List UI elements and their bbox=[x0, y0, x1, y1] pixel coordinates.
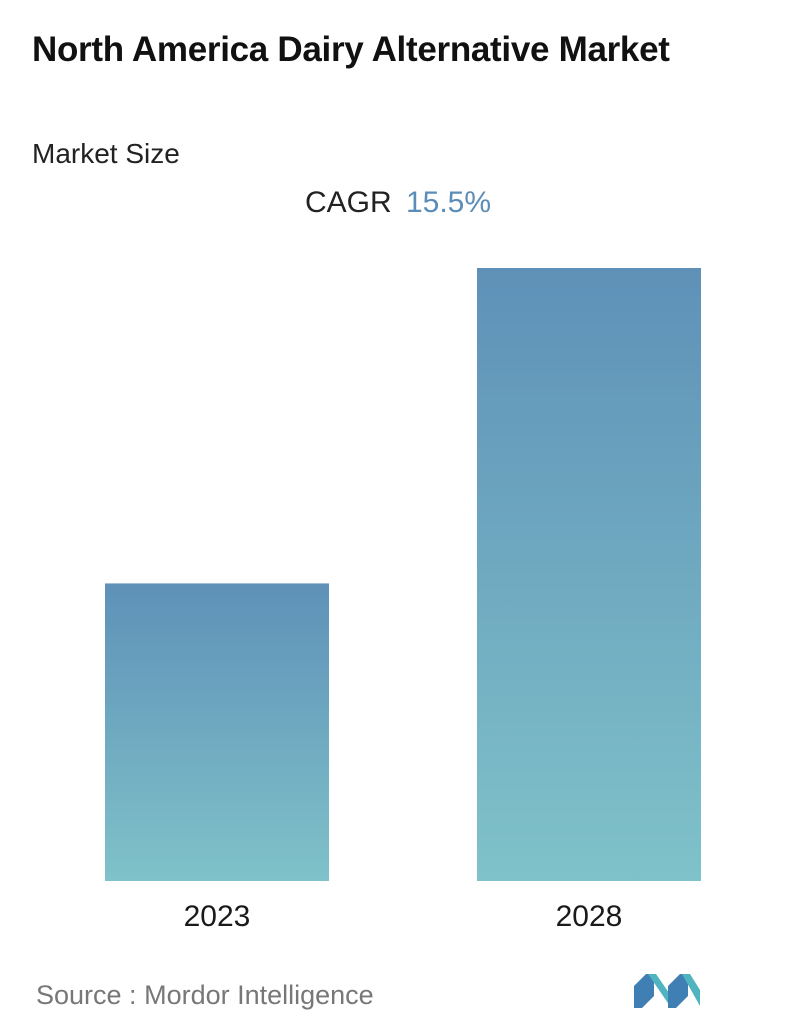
chart-subtitle: Market Size bbox=[32, 138, 180, 169]
x-tick-label-2023: 2023 bbox=[184, 900, 251, 933]
x-axis-tick-labels: 2023 2028 bbox=[184, 900, 623, 933]
bar-2023 bbox=[105, 583, 329, 881]
x-tick-label-2028: 2028 bbox=[556, 900, 623, 933]
cagr-value: 15.5% bbox=[405, 186, 492, 219]
cagr-label: CAGR bbox=[304, 186, 392, 219]
source-label: Source : bbox=[36, 980, 137, 1010]
source-credit: Source : Mordor Intelligence bbox=[36, 980, 374, 1011]
bar-2028 bbox=[477, 268, 701, 881]
chart-title: North America Dairy Alternative Market bbox=[32, 30, 670, 69]
cagr-annotation: CAGR 15.5% bbox=[0, 186, 796, 220]
source-name: Mordor Intelligence bbox=[144, 980, 374, 1010]
mordor-intelligence-logo-icon bbox=[634, 974, 700, 1008]
bar-group bbox=[105, 268, 701, 881]
